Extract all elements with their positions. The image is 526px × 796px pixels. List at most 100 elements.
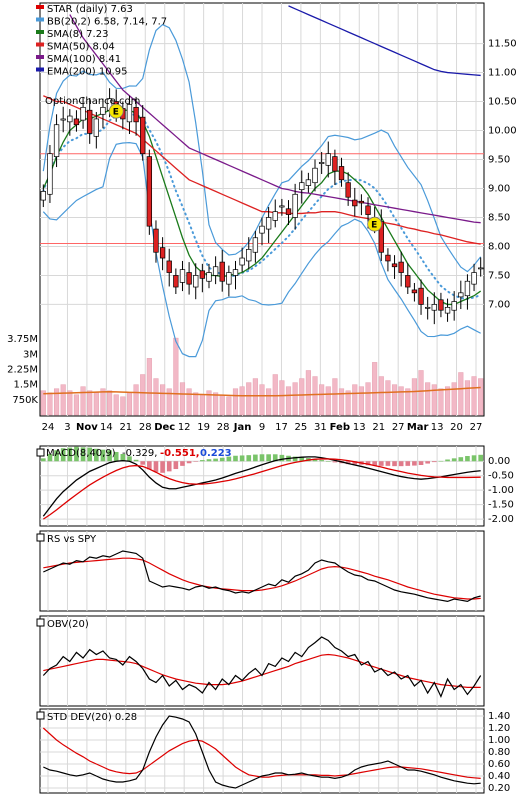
y-tick-label: 11.50 bbox=[488, 39, 517, 50]
macd-histogram-bar bbox=[332, 461, 338, 463]
volume-bar bbox=[146, 358, 152, 416]
macd-histogram-bar bbox=[292, 456, 298, 462]
macd-histogram-bar bbox=[206, 459, 212, 462]
macd-histogram-bar bbox=[173, 461, 179, 470]
macd-histogram-bar bbox=[372, 461, 377, 466]
candle bbox=[318, 162, 325, 164]
candle bbox=[478, 267, 484, 270]
volume-bar bbox=[173, 337, 179, 416]
candle bbox=[451, 301, 457, 311]
volume-bar bbox=[100, 388, 106, 416]
macd-line bbox=[42, 456, 481, 517]
volume-bar bbox=[285, 386, 292, 416]
candle bbox=[173, 275, 179, 288]
macd-histogram-bar bbox=[319, 460, 324, 462]
legend-swatch bbox=[36, 55, 44, 59]
candle bbox=[385, 254, 391, 262]
macd-tick-label: -1.50 bbox=[488, 500, 514, 511]
candle bbox=[73, 118, 80, 126]
legend-entry: SMA(50) 8.04 bbox=[47, 42, 115, 53]
candle bbox=[206, 272, 212, 282]
x-tick-label: 13 bbox=[431, 422, 444, 433]
volume-bar bbox=[411, 378, 417, 416]
earnings-marker-label: E bbox=[371, 221, 377, 231]
candle bbox=[358, 200, 365, 204]
legend-entry: EMA(200) 10.95 bbox=[47, 67, 127, 78]
candle bbox=[53, 124, 60, 157]
ma-line-ema200 bbox=[288, 5, 481, 77]
x-tick-label: Feb bbox=[330, 422, 350, 433]
macd-histogram-bar bbox=[133, 459, 139, 462]
macd-histogram-bar bbox=[60, 448, 66, 462]
x-tick-label: 21 bbox=[372, 422, 385, 433]
candle bbox=[140, 116, 146, 155]
macd-histogram-bar bbox=[74, 446, 79, 462]
candle bbox=[87, 109, 93, 134]
candle bbox=[365, 205, 371, 215]
x-tick-label: 21 bbox=[119, 422, 132, 433]
candle bbox=[305, 179, 312, 186]
volume-bar bbox=[418, 370, 424, 416]
candle bbox=[80, 106, 86, 121]
volume-bar bbox=[40, 390, 46, 416]
candle bbox=[126, 104, 133, 123]
volume-tick-label: 1.5M bbox=[13, 380, 38, 391]
macd-histogram-bar bbox=[40, 458, 46, 462]
volume-bar bbox=[232, 388, 239, 416]
macd-histogram-bar bbox=[47, 454, 53, 462]
candle bbox=[425, 306, 431, 309]
candle bbox=[438, 299, 444, 311]
macd-tick-label: 0.00 bbox=[488, 456, 510, 467]
candle bbox=[232, 269, 239, 276]
legend-swatch bbox=[36, 17, 44, 22]
volume-bar bbox=[272, 374, 278, 416]
x-tick-label: 19 bbox=[197, 422, 210, 433]
macd-histogram-bar bbox=[378, 461, 384, 466]
volume-bar bbox=[352, 384, 358, 416]
x-tick-label: 27 bbox=[392, 422, 405, 433]
macd-histogram-bar bbox=[160, 461, 165, 473]
candle bbox=[146, 156, 153, 227]
stddev-tick-label: 1.40 bbox=[488, 711, 510, 722]
volume-bar bbox=[179, 382, 186, 416]
volume-bar bbox=[120, 396, 126, 416]
macd-histogram-bar bbox=[266, 454, 271, 462]
volume-bar bbox=[471, 376, 477, 416]
macd-legend-entry: 0.223 bbox=[200, 448, 232, 459]
volume-bar bbox=[425, 382, 431, 416]
candle bbox=[179, 269, 186, 283]
macd-histogram-bar bbox=[451, 458, 457, 462]
volume-bar bbox=[391, 384, 398, 416]
macd-histogram-bar bbox=[312, 458, 318, 462]
macd-histogram-bar bbox=[425, 461, 430, 464]
rs-average-line bbox=[43, 557, 481, 600]
volume-bar bbox=[451, 382, 457, 416]
macd-histogram-bar bbox=[398, 461, 404, 467]
volume-bar bbox=[133, 384, 139, 416]
volume-bar bbox=[107, 390, 113, 416]
volume-bar bbox=[458, 372, 464, 416]
stddev-tick-label: 1.20 bbox=[488, 723, 510, 734]
ma-line-sma50 bbox=[43, 95, 481, 245]
macd-histogram-bar bbox=[140, 461, 146, 465]
macd-histogram-bar bbox=[100, 449, 106, 462]
stddev-legend-box bbox=[36, 711, 45, 720]
obv-legend-box bbox=[36, 618, 45, 627]
candle bbox=[391, 263, 398, 268]
candle bbox=[458, 292, 464, 298]
candle bbox=[345, 182, 351, 198]
candle bbox=[246, 249, 252, 262]
y-tick-label: 7.50 bbox=[488, 270, 510, 281]
candle bbox=[325, 153, 331, 166]
volume-bar bbox=[279, 380, 285, 416]
candle bbox=[226, 272, 232, 285]
candle bbox=[199, 270, 206, 279]
macd-histogram-bar bbox=[299, 457, 305, 462]
volume-bar bbox=[213, 392, 219, 416]
volume-bar bbox=[431, 384, 437, 416]
volume-bar bbox=[444, 386, 451, 416]
volume-bar bbox=[405, 388, 411, 416]
candle bbox=[299, 182, 305, 191]
macd-histogram-bar bbox=[54, 450, 59, 462]
y-tick-label: 7.00 bbox=[488, 299, 510, 310]
